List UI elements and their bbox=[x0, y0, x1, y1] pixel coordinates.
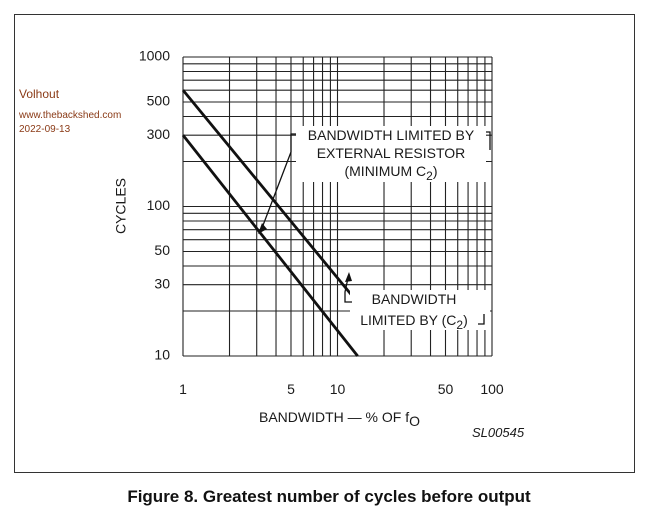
annotation-text: LIMITED BY (C2) bbox=[360, 312, 468, 332]
series-lines bbox=[181, 89, 366, 357]
x-tick-label: 50 bbox=[438, 381, 454, 397]
arrowhead-lower bbox=[345, 272, 352, 282]
annotation-text: (MINIMUM C2) bbox=[344, 163, 437, 183]
annotation-arrow-upper bbox=[261, 133, 296, 229]
x-tick-label: 1 bbox=[179, 381, 187, 397]
annotation-arrow-lower bbox=[344, 277, 352, 303]
series-line-2 bbox=[181, 134, 359, 357]
annotation-text: BANDWIDTH bbox=[372, 291, 457, 307]
arrowhead-upper bbox=[258, 223, 267, 234]
figure-code: SL00545 bbox=[472, 425, 525, 440]
annotations: BANDWIDTH LIMITED BY EXTERNAL RESISTOR (MI… bbox=[258, 126, 491, 332]
annotation-background bbox=[350, 290, 490, 330]
figure-caption: Figure 8. Greatest number of cycles befo… bbox=[127, 487, 531, 506]
tick-labels: 10 30 50 100 300 500 1000 1 5 10 50 100 bbox=[139, 48, 504, 397]
annotation-text: BANDWIDTH LIMITED BY bbox=[308, 127, 475, 143]
annotation-text: EXTERNAL RESISTOR bbox=[317, 145, 466, 161]
annotation-background bbox=[296, 126, 486, 182]
annotation-bracket-lower-right bbox=[478, 314, 485, 325]
y-tick-label: 1000 bbox=[139, 48, 170, 64]
x-tick-label: 5 bbox=[287, 381, 295, 397]
x-axis-label: BANDWIDTH — % OF fO bbox=[259, 409, 420, 429]
y-tick-label: 500 bbox=[147, 93, 171, 109]
x-tick-label: 10 bbox=[330, 381, 346, 397]
x-tick-label: 100 bbox=[480, 381, 504, 397]
y-tick-label: 300 bbox=[147, 126, 171, 142]
y-tick-label: 30 bbox=[154, 275, 170, 291]
y-axis-label: CYCLES bbox=[113, 178, 129, 234]
figure-frame bbox=[14, 14, 635, 473]
y-tick-label: 10 bbox=[154, 347, 170, 363]
annotation-bracket-upper-right bbox=[486, 131, 491, 150]
watermark-date: 2022-09-13 bbox=[19, 124, 71, 135]
y-tick-label: 50 bbox=[154, 242, 170, 258]
watermark-site: www.thebackshed.com bbox=[19, 110, 122, 121]
watermark-name: Volhout bbox=[19, 87, 60, 101]
series-line-1 bbox=[181, 89, 366, 312]
y-tick-label: 100 bbox=[147, 197, 171, 213]
